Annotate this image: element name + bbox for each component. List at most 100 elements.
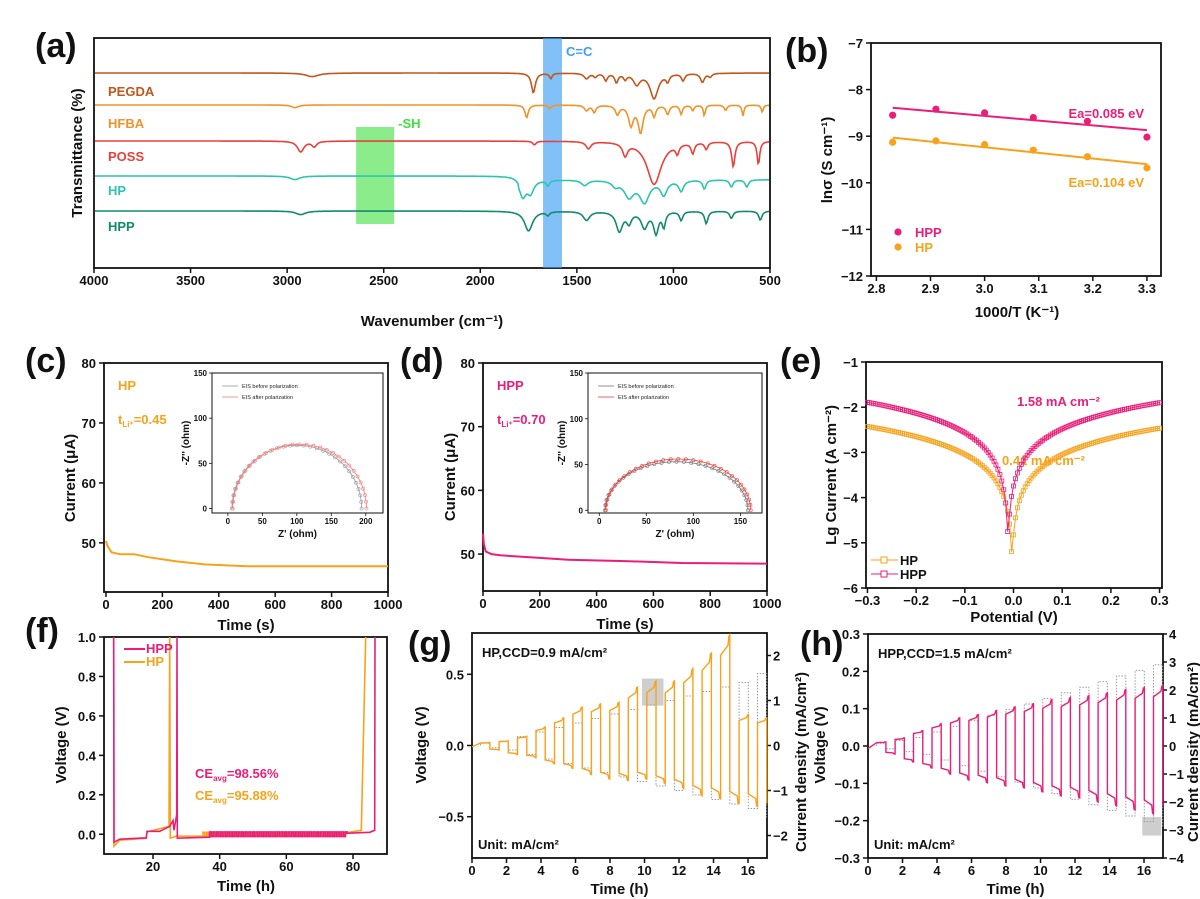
y-axis-label: Current (μA)	[62, 434, 79, 522]
legend-marker	[894, 228, 902, 236]
exchange-current-label: 1.58 mA cm⁻²	[1017, 394, 1101, 409]
y-tick-label: 0.6	[78, 709, 96, 724]
inset-nyquist: 0 50 100 150 200 0 50 100 150 EIS before polariza…	[181, 369, 384, 540]
x-tick-label: 100	[290, 517, 304, 526]
x-tick-label: 16	[741, 863, 755, 878]
x-tick-label: 16	[1137, 863, 1151, 878]
x-tick-label: 500	[759, 273, 781, 288]
y-right-tick-label: 3	[1169, 655, 1176, 670]
y-right-tick-label: −4	[1169, 851, 1185, 866]
nyquist-marker	[234, 486, 238, 491]
y-tick-label: −3	[843, 445, 858, 460]
x-tick-label: 200	[529, 596, 551, 611]
spectrum-hp	[95, 175, 769, 205]
y-tick-label: −12	[841, 269, 863, 284]
sample-label: HPP	[497, 378, 524, 393]
y-axis-label: Current (μA)	[442, 433, 459, 521]
tafel-marker	[1003, 500, 1009, 506]
tafel-marker	[1013, 515, 1018, 521]
x-tick-label: 14	[1102, 863, 1117, 878]
nyquist-marker	[232, 493, 237, 498]
nyquist-marker	[290, 442, 295, 447]
tafel-marker	[1018, 492, 1024, 498]
y-right-tick-label: 2	[1169, 683, 1176, 698]
panel-g-ccd-hp: 0 2 4 6 8 10 12 14 16−0.50.00.5−2−1012HP,CCD=0.9…	[413, 632, 810, 898]
nyquist-marker	[668, 457, 673, 462]
nyquist-marker	[748, 508, 753, 513]
nyquist-marker	[230, 506, 235, 511]
y-right-tick-label: −2	[773, 829, 788, 844]
nyquist-marker	[681, 460, 686, 464]
x-tick-label: 4	[933, 863, 941, 878]
nyquist-marker	[343, 464, 347, 469]
y-right-axis-label: Current density (mA/cm²)	[1185, 662, 1200, 842]
t-symbol: t	[497, 412, 502, 427]
x-tick-label: 0	[102, 597, 109, 612]
inset-legend-label: EIS after polarization	[242, 395, 293, 401]
nyquist-marker	[262, 451, 267, 456]
nyquist-marker	[324, 447, 329, 452]
y-tick-label: 70	[82, 416, 96, 431]
nyquist-marker	[667, 460, 671, 464]
panel-label: (c)	[25, 342, 67, 380]
data-point	[981, 109, 989, 117]
x-tick-label: 800	[321, 597, 343, 612]
x-tick-label: 2000	[466, 273, 495, 288]
y-tick-label: 0.0	[78, 827, 96, 842]
y-tick-label: 150	[570, 369, 584, 378]
nyquist-marker	[748, 502, 753, 507]
tafel-marker	[1009, 549, 1014, 555]
tafel-marker	[1009, 493, 1014, 499]
nyquist-marker	[351, 468, 356, 473]
tafel-marker	[1011, 532, 1016, 538]
x-tick-label: 200	[152, 597, 174, 612]
tafel-marker	[1001, 494, 1007, 500]
y-right-tick-label: 4	[1169, 627, 1177, 642]
nyquist-marker	[718, 466, 723, 471]
legend-marker	[894, 243, 902, 251]
data-point	[1083, 117, 1092, 125]
plot-frame	[587, 372, 763, 514]
legend-marker	[880, 570, 888, 578]
x-tick-label: 3500	[176, 273, 205, 288]
y-tick-label: −0.5	[438, 810, 464, 825]
inset-bg	[588, 373, 762, 513]
nyquist-marker	[364, 506, 369, 511]
nyquist-marker	[696, 462, 701, 467]
nyquist-marker	[661, 458, 666, 463]
ce-average-label: CEavg=98.56%	[195, 766, 279, 783]
series-label: POSS	[108, 149, 144, 164]
y-right-tick-label: 0	[1169, 739, 1176, 754]
condition-label: HPP,CCD=1.5 mA/cm²	[878, 646, 1012, 661]
nyquist-marker	[739, 482, 743, 487]
x-tick-label: 0	[479, 596, 486, 611]
nyquist-marker	[654, 459, 658, 464]
x-tick-label: −0.1	[952, 593, 978, 608]
nyquist-marker	[347, 463, 352, 468]
activation-energy-label: Ea=0.104 eV	[1068, 175, 1144, 190]
x-tick-label: 0.0	[1004, 593, 1022, 608]
y-right-tick-label: −1	[1169, 767, 1184, 782]
nyquist-marker	[727, 475, 732, 480]
x-tick-label: 0	[597, 517, 602, 526]
nyquist-marker	[604, 502, 609, 507]
y-tick-label: −7	[848, 36, 863, 51]
x-axis-label: Time (h)	[590, 881, 648, 898]
x-tick-label: 12	[1068, 863, 1082, 878]
nyquist-marker	[331, 451, 335, 455]
y-tick-label: 0	[203, 504, 208, 513]
x-tick-label: 20	[146, 859, 160, 874]
y-right-tick-label: −3	[1169, 823, 1184, 838]
nyquist-marker	[236, 480, 241, 485]
plot-frame	[103, 636, 388, 855]
panel-label: (g)	[408, 625, 451, 663]
x-axis-label: Wavenumber (cm⁻¹)	[361, 313, 503, 330]
nyquist-marker	[622, 474, 627, 478]
nyquist-marker	[676, 457, 681, 461]
y-axis-label: Lg Current (A cm⁻²)	[823, 405, 840, 545]
y-tick-label: 0	[579, 506, 584, 515]
nyquist-marker	[252, 458, 257, 463]
nyquist-marker	[239, 474, 244, 479]
x-tick-label: 3000	[273, 273, 302, 288]
ce-value: =95.88%	[227, 788, 279, 803]
